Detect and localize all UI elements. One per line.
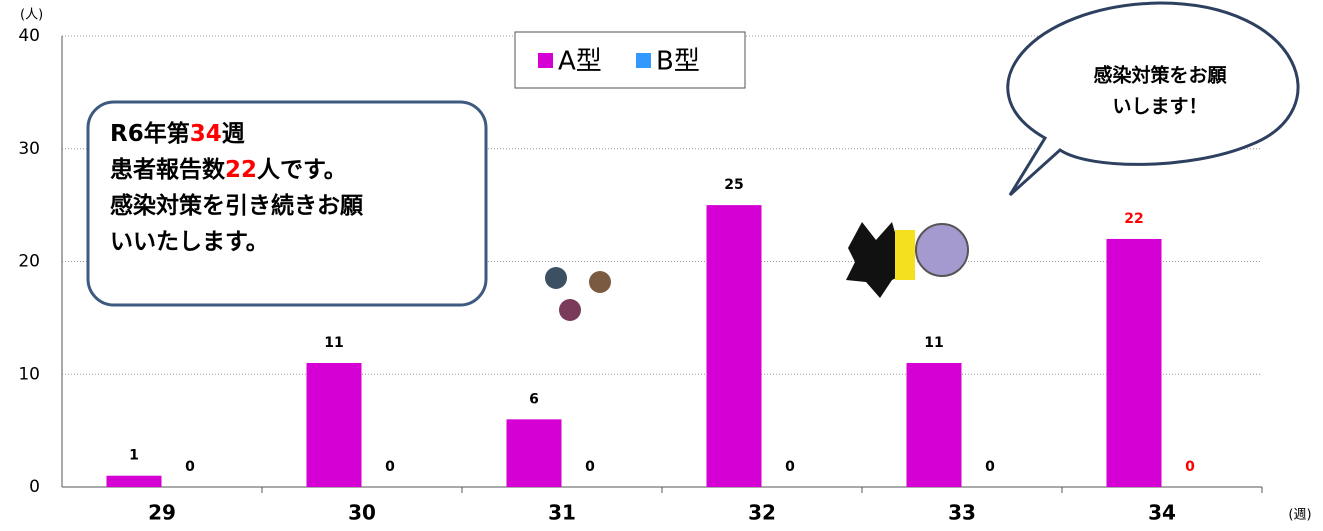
y-tick-label: 0 — [29, 477, 40, 497]
y-axis-label: (人) — [20, 8, 43, 23]
y-tick-label: 40 — [18, 26, 40, 46]
germ-icons — [545, 222, 969, 321]
bar — [106, 475, 162, 487]
callout-text: 34 — [190, 121, 222, 147]
legend-label: A型 — [558, 47, 602, 77]
legend-swatch — [538, 53, 553, 68]
callout-text: 人です。 — [257, 157, 347, 183]
callout-text: 患者報告数 — [110, 156, 226, 183]
bar — [706, 205, 762, 487]
value-label: 1 — [129, 448, 139, 464]
value-label: 0 — [985, 459, 995, 475]
legend-label: B型 — [656, 47, 700, 77]
x-axis-label: (週) — [1288, 508, 1311, 523]
callout-line: 感染対策を引き続きお願 — [110, 192, 364, 219]
y-tick-label: 10 — [18, 364, 40, 384]
callout-text: 感染対策を引き続きお願 — [110, 192, 364, 219]
value-label: 11 — [924, 335, 943, 351]
bar — [306, 362, 362, 487]
x-tick-label: 29 — [148, 501, 176, 525]
callout-text: R6年第 — [110, 120, 190, 147]
callout-text: いいたします。 — [110, 229, 269, 255]
x-tick-label: 33 — [948, 501, 976, 525]
x-tick-label: 31 — [548, 501, 576, 525]
callout-text: 週 — [222, 121, 245, 147]
value-label: 25 — [724, 177, 743, 193]
value-label: 6 — [529, 391, 539, 407]
callout-line: R6年第34週 — [110, 120, 245, 147]
value-label: 0 — [585, 459, 595, 475]
value-label: 0 — [1185, 459, 1195, 475]
callout-line: 患者報告数22人です。 — [110, 156, 347, 183]
y-tick-label: 20 — [18, 252, 40, 272]
value-label: 11 — [324, 335, 343, 351]
callout-box — [86, 100, 488, 307]
legend: A型 B型 — [514, 31, 746, 89]
speech-text: いします！ — [1112, 96, 1207, 118]
legend-swatch — [636, 53, 651, 68]
bar — [506, 419, 562, 487]
bar — [1106, 238, 1162, 487]
legend-box — [514, 31, 746, 89]
x-tick-label: 34 — [1148, 501, 1176, 525]
x-tick-label: 30 — [348, 501, 376, 525]
speech-text: 感染対策をお願 — [1093, 64, 1227, 87]
speech-bubble — [1006, 1, 1300, 197]
callout-text: 22 — [225, 157, 257, 183]
y-tick-label: 30 — [18, 139, 40, 159]
callout-line: いいたします。 — [110, 229, 269, 255]
value-label: 0 — [385, 459, 395, 475]
value-label: 22 — [1124, 211, 1143, 227]
bar — [906, 362, 962, 487]
value-label: 0 — [185, 459, 195, 475]
x-tick-label: 32 — [748, 501, 776, 525]
value-label: 0 — [785, 459, 795, 475]
